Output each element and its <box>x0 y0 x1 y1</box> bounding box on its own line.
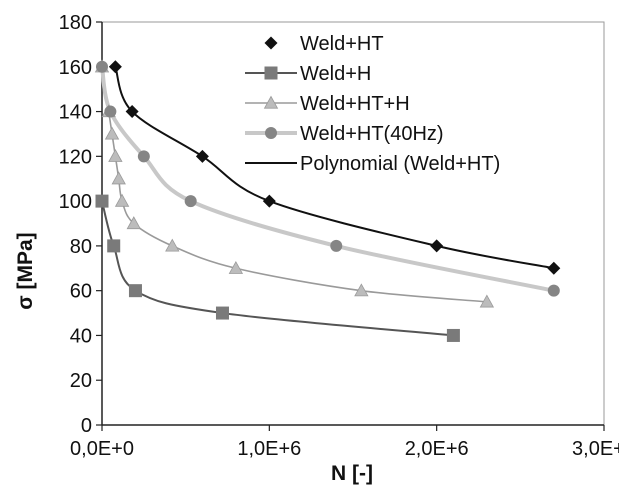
marker-diamond-point <box>125 105 139 119</box>
legend: Weld+HT Weld+H Weld+HT+H Weld+HT(40Hz) Polyn… <box>245 33 500 175</box>
y-tick-label: 0 <box>81 415 92 437</box>
marker-circle-point <box>96 60 108 73</box>
y-tick-label: 140 <box>59 102 92 124</box>
legend-label: Weld+HT(40Hz) <box>300 123 444 145</box>
marker-circle-point <box>137 150 150 163</box>
y-tick-label: 100 <box>59 191 92 213</box>
x-tick-label: 2,0E+6 <box>405 438 469 460</box>
y-tick-label: 80 <box>70 236 92 258</box>
x-axis-title: N [-] <box>331 462 373 485</box>
legend-marker-diamond <box>264 36 278 50</box>
marker-triangle-point <box>228 260 244 274</box>
legend-label: Polynomial (Weld+HT) <box>300 153 500 175</box>
y-tick-label: 40 <box>70 325 92 347</box>
marker-circle-point <box>330 239 343 252</box>
y-tick-label: 20 <box>70 370 92 392</box>
marker-diamond-point <box>430 239 444 253</box>
marker-diamond-point <box>547 261 561 275</box>
marker-square-point <box>95 194 109 208</box>
marker-diamond-point <box>262 194 276 208</box>
y-tick-label: 180 <box>59 12 92 34</box>
marker-diamond-point <box>108 60 122 74</box>
marker-square-point <box>215 306 229 320</box>
marker-circle-point <box>547 284 560 297</box>
marker-triangle-point <box>111 171 126 185</box>
y-tick-label: 120 <box>59 146 92 168</box>
marker-square-point <box>107 239 121 253</box>
marker-triangle-point <box>126 216 141 230</box>
y-tick-label: 60 <box>70 281 92 303</box>
legend-label: Weld+HT+H <box>300 93 410 115</box>
legend-label: Weld+H <box>300 63 371 85</box>
legend-marker-circle <box>265 127 277 139</box>
x-tick-label: 3,0E+6 <box>572 438 619 460</box>
legend-marker-square <box>264 66 278 80</box>
marker-triangle-point <box>108 149 123 162</box>
marker-diamond-point <box>195 149 209 163</box>
markers <box>94 59 561 342</box>
axes <box>96 21 605 431</box>
marker-triangle-point <box>165 238 180 252</box>
marker-square-point <box>446 328 460 342</box>
y-axis-title: σ [MPa] <box>14 232 37 309</box>
marker-triangle-point <box>354 283 369 297</box>
marker-square-point <box>128 284 142 298</box>
y-tick-label: 160 <box>59 57 92 79</box>
marker-circle-point <box>184 195 197 208</box>
marker-circle-point <box>104 105 117 118</box>
marker-triangle-point <box>114 193 130 207</box>
x-tick-label: 0,0E+0 <box>70 438 134 460</box>
x-tick-label: 1,0E+6 <box>237 438 301 460</box>
legend-marker-triangle <box>263 95 279 109</box>
tick-labels: 0 20 40 60 80 100 120 140 160 180 0,0E+0 1,0E+6 2,0E… <box>59 12 619 460</box>
marker-triangle-point <box>479 294 495 308</box>
legend-label: Weld+HT <box>300 33 384 55</box>
marker-triangle-point <box>104 126 120 140</box>
